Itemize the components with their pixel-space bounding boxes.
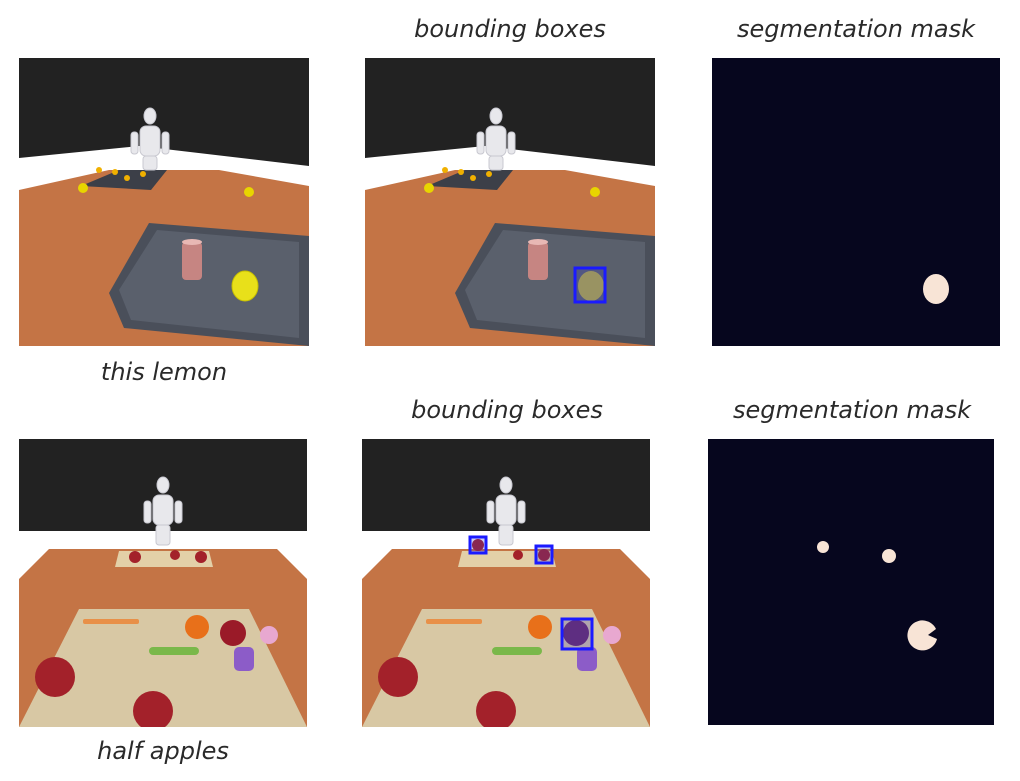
half-apple-box-1 [468, 535, 488, 555]
half-apple-box-3 [560, 617, 594, 651]
row1-mask-image [712, 58, 1000, 346]
row2-scene-image [19, 439, 307, 727]
row2-mask-title: segmentation mask [732, 396, 972, 424]
half-apple-mask-2 [882, 549, 896, 563]
row2-caption: half apples [97, 737, 229, 765]
row2-bboxes-title: bounding boxes [411, 396, 603, 424]
lemon-mask-blob [923, 274, 949, 304]
half-apple-mask-3 [907, 620, 937, 651]
half-apple-box-2 [534, 544, 554, 565]
row2-mask-image [708, 439, 994, 725]
lemon-bounding-box [573, 266, 607, 304]
row2-bbox-image [362, 439, 650, 727]
row1-bboxes-title: bounding boxes [414, 15, 606, 43]
row1-caption: this lemon [100, 358, 228, 386]
row1-bbox-image [365, 58, 655, 346]
row1-mask-title: segmentation mask [736, 15, 976, 43]
half-apple-mask-1 [817, 541, 829, 553]
row1-scene-image [19, 58, 309, 346]
